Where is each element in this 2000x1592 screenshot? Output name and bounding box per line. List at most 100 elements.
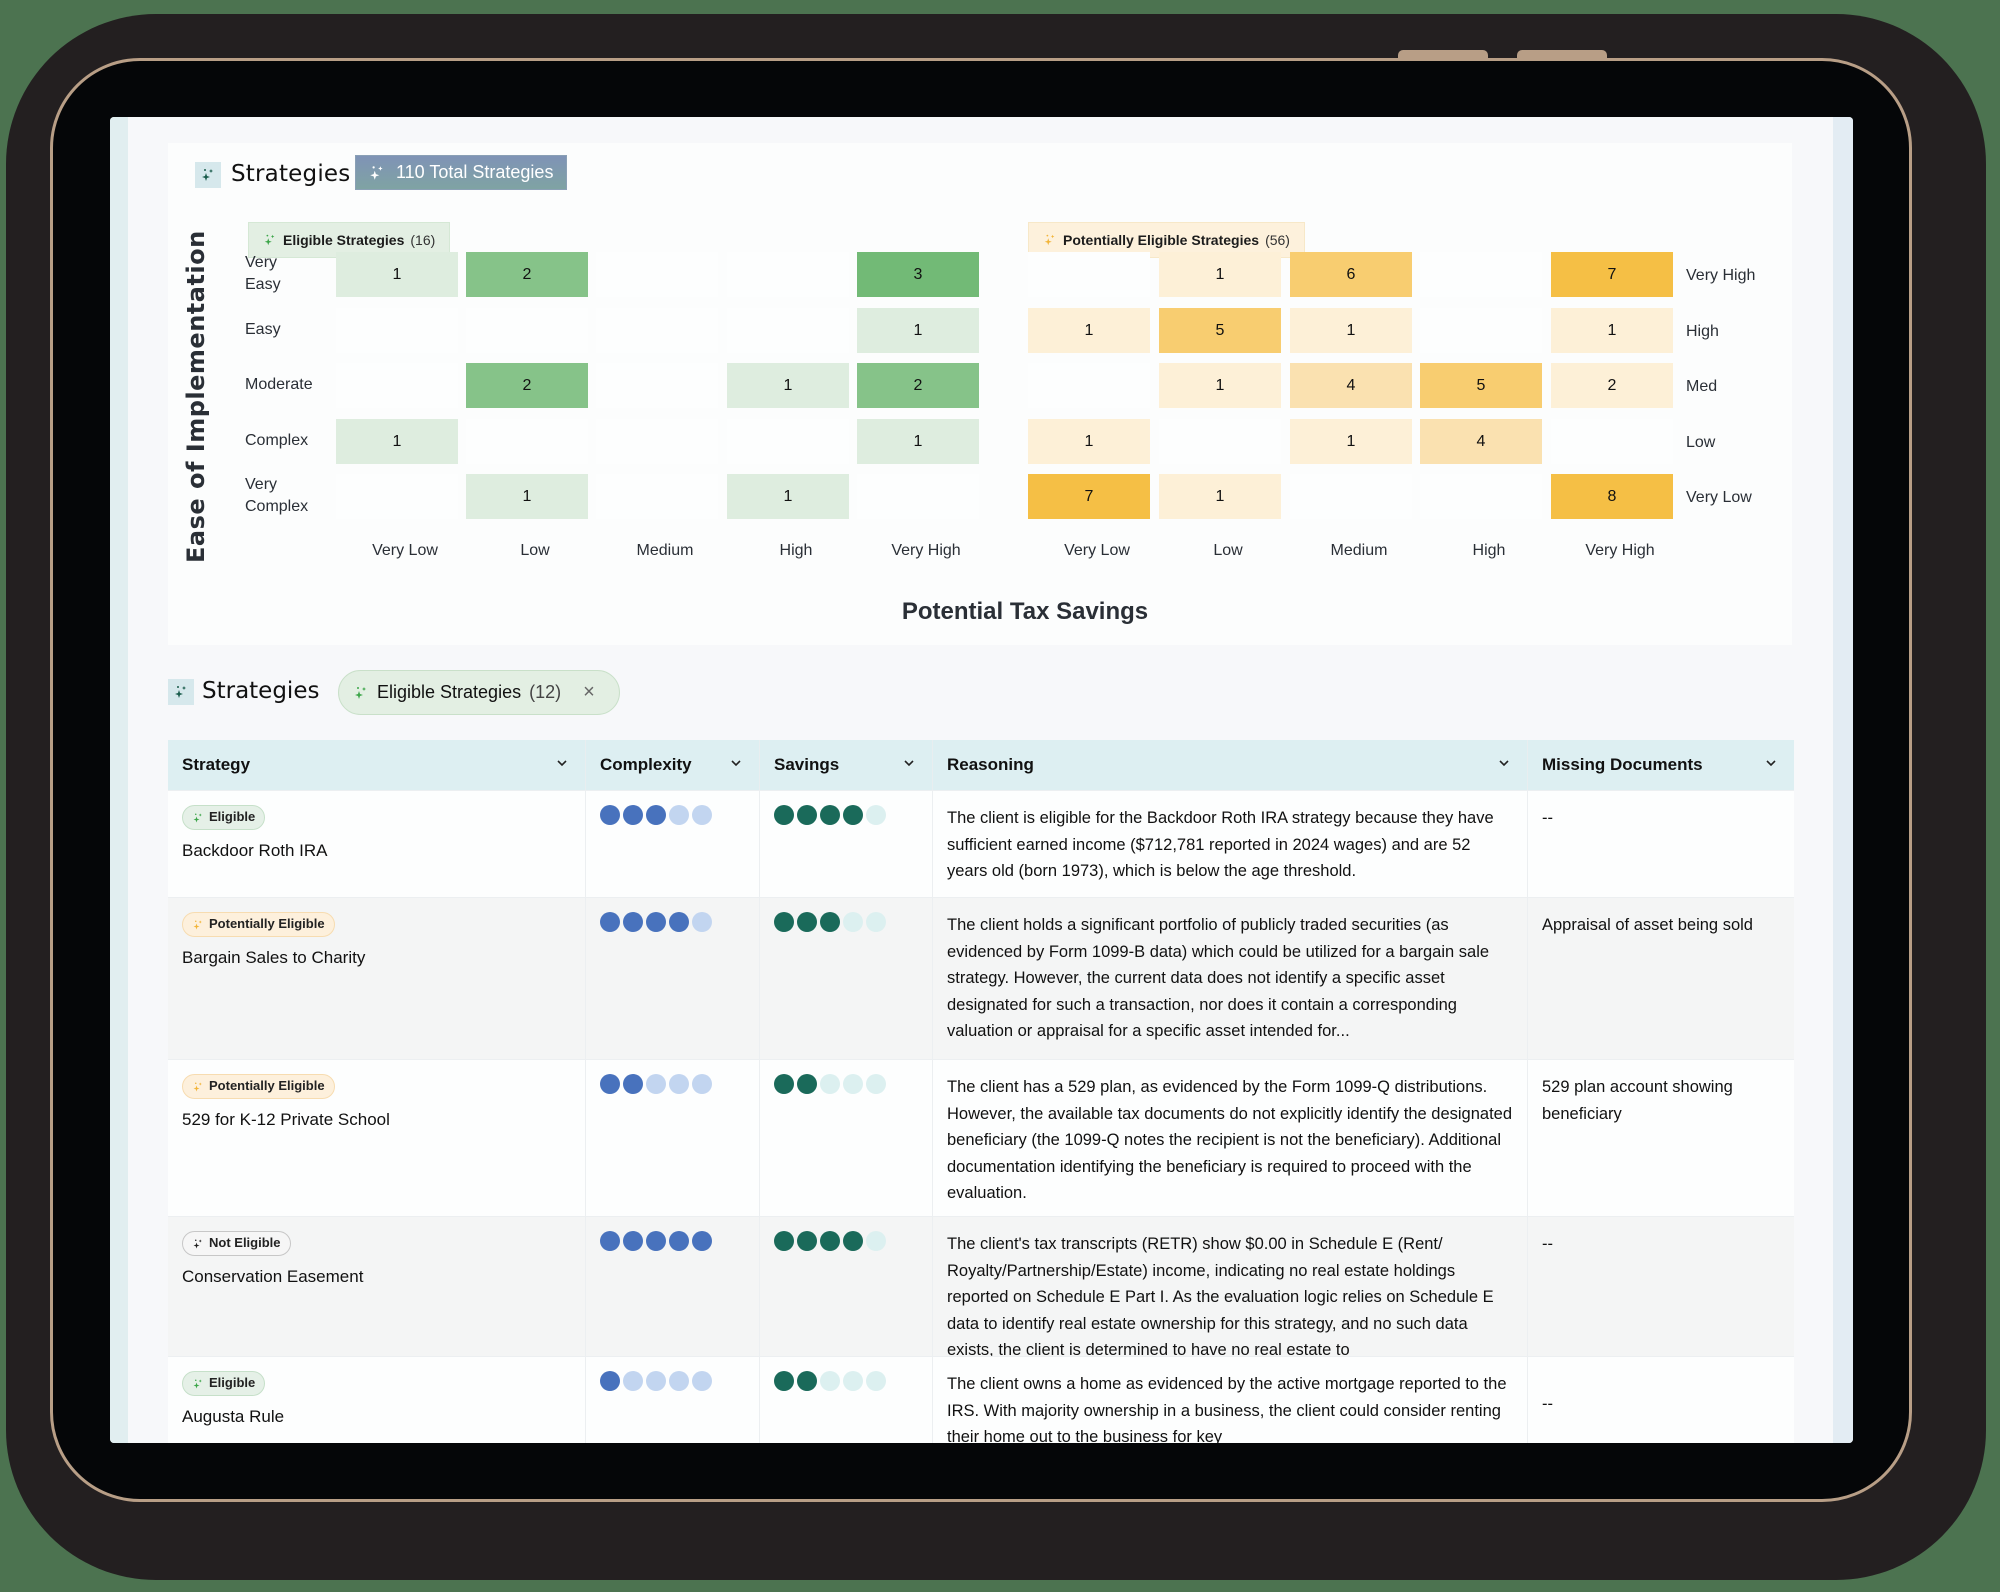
table-row[interactable]: Potentially Eligible Bargain Sales to Ch… <box>168 897 1794 1059</box>
potential-heatmap-cell[interactable]: 1 <box>1290 308 1412 353</box>
eligible-heatmap-cell[interactable]: 1 <box>857 419 979 464</box>
eligible-heatmap-cell <box>596 308 718 353</box>
column-header-strategy[interactable]: Strategy <box>168 740 586 790</box>
potential-heatmap-cell[interactable]: 4 <box>1290 363 1412 408</box>
eligible-heatmap-cell[interactable]: 1 <box>727 474 849 519</box>
strategy-name[interactable]: 529 for K-12 Private School <box>182 1110 390 1129</box>
device-button <box>1517 50 1607 59</box>
potential-heatmap-cell[interactable]: 5 <box>1420 363 1542 408</box>
sparkle-icon <box>195 162 221 188</box>
complexity-cell <box>586 1060 760 1216</box>
eligible-heatmap-cell <box>336 474 458 519</box>
potential-heatmap-cell[interactable]: 1 <box>1159 363 1281 408</box>
chevron-down-icon[interactable] <box>902 756 916 770</box>
heatmap-card: Strategies 110 Total Strategies Eligible… <box>168 143 1792 645</box>
savings-rating <box>774 1074 918 1094</box>
complexity-rating <box>600 1371 745 1391</box>
column-header-reasoning[interactable]: Reasoning <box>933 740 1528 790</box>
table-row[interactable]: Not Eligible Conservation Easement The c… <box>168 1216 1794 1356</box>
column-header-missing-documents[interactable]: Missing Documents <box>1528 740 1794 790</box>
rating-dot <box>797 805 817 825</box>
eligible-heatmap-cell <box>596 363 718 408</box>
chevron-down-icon[interactable] <box>1764 756 1778 770</box>
eligible-heatmap-cell[interactable]: 2 <box>466 363 588 408</box>
column-header-savings[interactable]: Savings <box>760 740 933 790</box>
reasoning-cell: The client holds a significant portfolio… <box>933 898 1528 1059</box>
potential-heatmap-cell <box>1420 252 1542 297</box>
eligible-heatmap-cell[interactable]: 1 <box>336 252 458 297</box>
reasoning-cell: The client has a 529 plan, as evidenced … <box>933 1060 1528 1216</box>
column-label: High <box>1472 542 1506 559</box>
close-icon[interactable]: × <box>583 681 595 703</box>
savings-cell <box>760 1357 933 1443</box>
rating-dot <box>820 805 840 825</box>
potential-heatmap-cell[interactable]: 2 <box>1551 363 1673 408</box>
table-row[interactable]: Eligible Augusta Rule The client owns a … <box>168 1356 1794 1443</box>
rating-dot <box>843 805 863 825</box>
eligible-heatmap-cell[interactable]: 1 <box>336 419 458 464</box>
eligible-heatmap-cell[interactable]: 3 <box>857 252 979 297</box>
rating-dot <box>600 1231 620 1251</box>
chevron-down-icon[interactable] <box>1497 756 1511 770</box>
rating-dot <box>820 1371 840 1391</box>
row-label: Easy <box>245 321 281 338</box>
potential-heatmap-cell[interactable]: 1 <box>1290 419 1412 464</box>
chevron-down-icon[interactable] <box>729 756 743 770</box>
strategy-name[interactable]: Augusta Rule <box>182 1407 285 1426</box>
potential-heatmap-cell[interactable]: 7 <box>1028 474 1150 519</box>
eligible-heatmap-cell[interactable]: 1 <box>727 363 849 408</box>
potential-heatmap-cell[interactable]: 1 <box>1028 419 1150 464</box>
row-label: Moderate <box>245 376 313 393</box>
rating-dot <box>600 912 620 932</box>
potential-heatmap-cell[interactable]: 5 <box>1159 308 1281 353</box>
column-header-complexity[interactable]: Complexity <box>586 740 760 790</box>
potential-heatmap-cell[interactable]: 4 <box>1420 419 1542 464</box>
strategy-name[interactable]: Bargain Sales to Charity <box>182 948 366 967</box>
filter-chip-count: (12) <box>529 682 562 702</box>
rating-dot <box>797 1074 817 1094</box>
rating-dot <box>692 1074 712 1094</box>
status-badge: Potentially Eligible <box>182 912 335 937</box>
row-label: Very Easy <box>245 254 281 293</box>
potential-heatmap-cell[interactable]: 1 <box>1028 308 1150 353</box>
savings-cell <box>760 1060 933 1216</box>
chevron-down-icon[interactable] <box>555 756 569 770</box>
potential-heatmap-cell[interactable]: 6 <box>1290 252 1412 297</box>
savings-cell <box>760 898 933 1059</box>
potential-heatmap-cell[interactable]: 1 <box>1159 252 1281 297</box>
strategy-cell: Eligible Backdoor Roth IRA <box>168 791 586 897</box>
eligible-heatmap-cell <box>727 252 849 297</box>
column-label: Medium <box>1330 542 1388 559</box>
eligible-filter-chip[interactable]: Eligible Strategies (12) × <box>338 670 620 715</box>
eligible-heatmap-cell[interactable]: 2 <box>857 363 979 408</box>
eligible-heatmap-cell[interactable]: 1 <box>466 474 588 519</box>
savings-cell <box>760 1217 933 1356</box>
rating-dot <box>623 805 643 825</box>
row-label: Very High <box>1686 267 1756 284</box>
potential-heatmap-cell[interactable]: 7 <box>1551 252 1673 297</box>
missing-documents-cell: Appraisal of asset being sold <box>1528 898 1794 1059</box>
table-row[interactable]: Potentially Eligible 529 for K-12 Privat… <box>168 1059 1794 1216</box>
sparkle-icon <box>264 234 275 246</box>
eligible-heatmap-cell[interactable]: 2 <box>466 252 588 297</box>
heatmap-title: Strategies <box>231 161 351 187</box>
potential-heatmap-cell[interactable]: 1 <box>1159 474 1281 519</box>
table-row[interactable]: Eligible Backdoor Roth IRA The client is… <box>168 790 1794 897</box>
strategy-name[interactable]: Backdoor Roth IRA <box>182 841 328 860</box>
potential-heatmap-cell[interactable]: 1 <box>1551 308 1673 353</box>
eligible-heatmap-cell[interactable]: 1 <box>857 308 979 353</box>
right-scroll-strip[interactable] <box>1833 117 1853 1443</box>
status-badge: Eligible <box>182 1371 266 1396</box>
savings-rating <box>774 1371 918 1391</box>
total-strategies-badge[interactable]: 110 Total Strategies <box>355 155 567 190</box>
potential-heatmap-cell[interactable]: 8 <box>1551 474 1673 519</box>
sparkle-icon <box>1044 234 1055 246</box>
column-label: Low <box>520 542 550 559</box>
missing-documents-cell: 529 plan account showing beneficiary <box>1528 1060 1794 1216</box>
rating-dot <box>600 1371 620 1391</box>
complexity-cell <box>586 791 760 897</box>
strategy-name[interactable]: Conservation Easement <box>182 1267 364 1286</box>
column-label: High <box>779 542 813 559</box>
complexity-rating <box>600 1231 745 1251</box>
potential-badge-label: Potentially Eligible Strategies <box>1063 232 1260 248</box>
